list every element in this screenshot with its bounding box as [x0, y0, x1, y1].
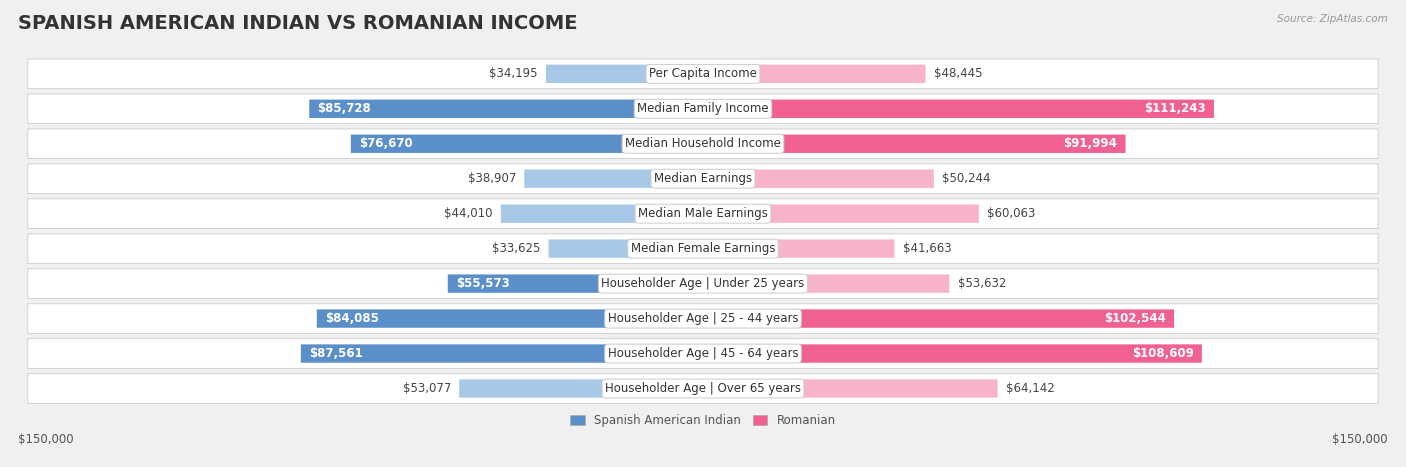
FancyBboxPatch shape — [546, 64, 703, 83]
Text: Per Capita Income: Per Capita Income — [650, 67, 756, 80]
Text: Median Family Income: Median Family Income — [637, 102, 769, 115]
Text: Householder Age | 45 - 64 years: Householder Age | 45 - 64 years — [607, 347, 799, 360]
Text: $76,670: $76,670 — [359, 137, 413, 150]
Text: Median Female Earnings: Median Female Earnings — [631, 242, 775, 255]
FancyBboxPatch shape — [703, 310, 1174, 328]
Legend: Spanish American Indian, Romanian: Spanish American Indian, Romanian — [565, 410, 841, 432]
FancyBboxPatch shape — [524, 170, 703, 188]
Text: Householder Age | Over 65 years: Householder Age | Over 65 years — [605, 382, 801, 395]
FancyBboxPatch shape — [703, 64, 925, 83]
FancyBboxPatch shape — [352, 134, 703, 153]
FancyBboxPatch shape — [28, 269, 1378, 298]
FancyBboxPatch shape — [501, 205, 703, 223]
FancyBboxPatch shape — [28, 94, 1378, 124]
Text: Householder Age | Under 25 years: Householder Age | Under 25 years — [602, 277, 804, 290]
Text: Householder Age | 25 - 44 years: Householder Age | 25 - 44 years — [607, 312, 799, 325]
Text: Median Household Income: Median Household Income — [626, 137, 780, 150]
FancyBboxPatch shape — [703, 240, 894, 258]
Text: $55,573: $55,573 — [456, 277, 510, 290]
FancyBboxPatch shape — [28, 59, 1378, 89]
FancyBboxPatch shape — [703, 379, 998, 398]
Text: Median Earnings: Median Earnings — [654, 172, 752, 185]
FancyBboxPatch shape — [309, 99, 703, 118]
Text: $48,445: $48,445 — [934, 67, 983, 80]
FancyBboxPatch shape — [316, 310, 703, 328]
Text: $102,544: $102,544 — [1104, 312, 1166, 325]
Text: $41,663: $41,663 — [903, 242, 952, 255]
FancyBboxPatch shape — [28, 234, 1378, 263]
FancyBboxPatch shape — [703, 275, 949, 293]
Text: $38,907: $38,907 — [468, 172, 516, 185]
FancyBboxPatch shape — [703, 344, 1202, 363]
FancyBboxPatch shape — [28, 164, 1378, 193]
Text: $44,010: $44,010 — [444, 207, 492, 220]
Text: $91,994: $91,994 — [1063, 137, 1118, 150]
FancyBboxPatch shape — [28, 304, 1378, 333]
FancyBboxPatch shape — [28, 339, 1378, 368]
Text: $34,195: $34,195 — [489, 67, 537, 80]
Text: $64,142: $64,142 — [1005, 382, 1054, 395]
Text: $150,000: $150,000 — [1331, 433, 1388, 446]
FancyBboxPatch shape — [28, 374, 1378, 403]
Text: $53,077: $53,077 — [402, 382, 451, 395]
Text: Median Male Earnings: Median Male Earnings — [638, 207, 768, 220]
Text: $50,244: $50,244 — [942, 172, 991, 185]
FancyBboxPatch shape — [703, 170, 934, 188]
Text: Source: ZipAtlas.com: Source: ZipAtlas.com — [1277, 14, 1388, 24]
FancyBboxPatch shape — [28, 129, 1378, 159]
Text: $111,243: $111,243 — [1144, 102, 1206, 115]
FancyBboxPatch shape — [460, 379, 703, 398]
Text: $60,063: $60,063 — [987, 207, 1035, 220]
Text: $84,085: $84,085 — [325, 312, 380, 325]
FancyBboxPatch shape — [447, 275, 703, 293]
FancyBboxPatch shape — [28, 199, 1378, 228]
Text: $108,609: $108,609 — [1132, 347, 1194, 360]
FancyBboxPatch shape — [301, 344, 703, 363]
Text: $150,000: $150,000 — [18, 433, 75, 446]
Text: $87,561: $87,561 — [309, 347, 363, 360]
FancyBboxPatch shape — [703, 134, 1126, 153]
Text: $53,632: $53,632 — [957, 277, 1005, 290]
FancyBboxPatch shape — [548, 240, 703, 258]
FancyBboxPatch shape — [703, 99, 1213, 118]
FancyBboxPatch shape — [703, 205, 979, 223]
Text: $85,728: $85,728 — [318, 102, 371, 115]
Text: $33,625: $33,625 — [492, 242, 540, 255]
Text: SPANISH AMERICAN INDIAN VS ROMANIAN INCOME: SPANISH AMERICAN INDIAN VS ROMANIAN INCO… — [18, 14, 578, 33]
